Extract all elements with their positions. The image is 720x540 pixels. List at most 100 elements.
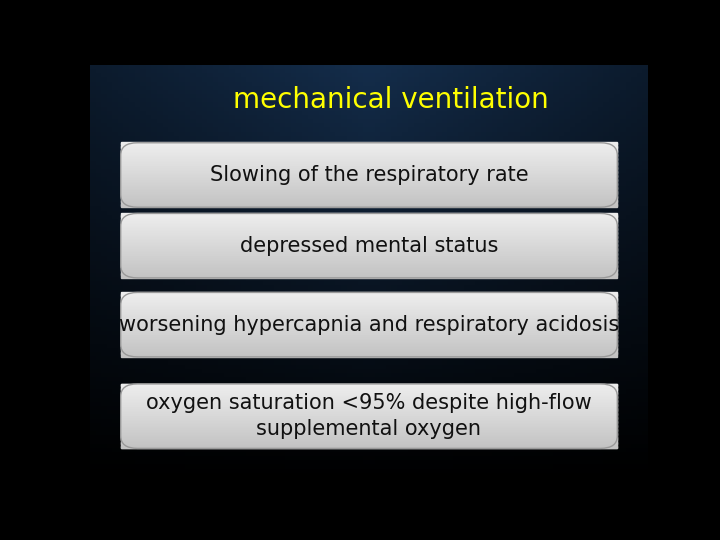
Bar: [121, 401, 617, 402]
Bar: [121, 324, 617, 326]
Bar: [121, 200, 617, 201]
Bar: [121, 304, 617, 305]
Bar: [121, 437, 617, 438]
Bar: [121, 330, 617, 332]
Bar: [121, 168, 617, 170]
Bar: [121, 346, 617, 347]
Bar: [121, 408, 617, 409]
Bar: [121, 146, 617, 147]
Bar: [121, 240, 617, 241]
Bar: [121, 437, 617, 438]
Bar: [121, 334, 617, 335]
Bar: [121, 413, 617, 414]
Bar: [121, 157, 617, 158]
Bar: [121, 235, 617, 236]
Bar: [121, 187, 617, 188]
Bar: [121, 447, 617, 448]
Bar: [121, 237, 617, 239]
Bar: [121, 151, 617, 152]
Bar: [121, 153, 617, 155]
Bar: [121, 180, 617, 181]
Bar: [121, 410, 617, 411]
Bar: [121, 170, 617, 171]
Bar: [121, 198, 617, 199]
Bar: [121, 355, 617, 356]
Bar: [121, 402, 617, 403]
Bar: [121, 332, 617, 334]
Bar: [121, 234, 617, 235]
Bar: [121, 396, 617, 397]
Text: depressed mental status: depressed mental status: [240, 235, 498, 255]
Bar: [121, 193, 617, 194]
Bar: [121, 154, 617, 156]
Bar: [121, 416, 617, 418]
Bar: [121, 433, 617, 434]
Bar: [121, 411, 617, 413]
Bar: [121, 171, 617, 172]
Bar: [121, 199, 617, 200]
Bar: [121, 243, 617, 244]
Bar: [121, 337, 617, 339]
Bar: [121, 206, 617, 207]
Bar: [121, 340, 617, 341]
Bar: [121, 431, 617, 432]
Bar: [121, 327, 617, 328]
Bar: [121, 312, 617, 313]
Bar: [121, 248, 617, 249]
Bar: [121, 238, 617, 239]
Bar: [121, 313, 617, 314]
Bar: [121, 338, 617, 339]
Bar: [121, 398, 617, 399]
Bar: [121, 270, 617, 272]
Bar: [121, 256, 617, 257]
Bar: [121, 158, 617, 159]
Bar: [121, 227, 617, 229]
Bar: [121, 350, 617, 351]
Bar: [121, 407, 617, 408]
Bar: [121, 396, 617, 397]
Bar: [121, 153, 617, 154]
Bar: [121, 184, 617, 185]
Bar: [121, 385, 617, 386]
Bar: [121, 267, 617, 268]
Bar: [121, 148, 617, 149]
Text: Slowing of the respiratory rate: Slowing of the respiratory rate: [210, 165, 528, 185]
Bar: [121, 264, 617, 265]
Bar: [121, 216, 617, 218]
Bar: [121, 226, 617, 227]
Bar: [121, 316, 617, 318]
Bar: [121, 426, 617, 428]
Bar: [121, 225, 617, 226]
Bar: [121, 319, 617, 320]
Bar: [121, 340, 617, 342]
Bar: [121, 341, 617, 342]
Bar: [121, 299, 617, 300]
Bar: [121, 388, 617, 389]
Bar: [121, 155, 617, 157]
Bar: [121, 307, 617, 308]
Bar: [121, 163, 617, 164]
Bar: [121, 214, 617, 216]
Bar: [121, 393, 617, 394]
Bar: [121, 187, 617, 188]
Bar: [121, 217, 617, 218]
Bar: [121, 312, 617, 313]
Bar: [121, 242, 617, 243]
Bar: [121, 317, 617, 318]
Bar: [121, 386, 617, 387]
Bar: [121, 293, 617, 294]
Bar: [121, 189, 617, 190]
Bar: [121, 195, 617, 196]
Bar: [121, 400, 617, 401]
Bar: [121, 262, 617, 264]
Bar: [121, 254, 617, 255]
Bar: [121, 307, 617, 308]
Text: oxygen saturation <95% despite high-flow
supplemental oxygen: oxygen saturation <95% despite high-flow…: [146, 393, 592, 440]
Bar: [121, 164, 617, 165]
Bar: [121, 185, 617, 186]
Bar: [121, 253, 617, 254]
Bar: [121, 188, 617, 190]
Bar: [121, 296, 617, 298]
Bar: [121, 308, 617, 309]
Bar: [121, 145, 617, 146]
